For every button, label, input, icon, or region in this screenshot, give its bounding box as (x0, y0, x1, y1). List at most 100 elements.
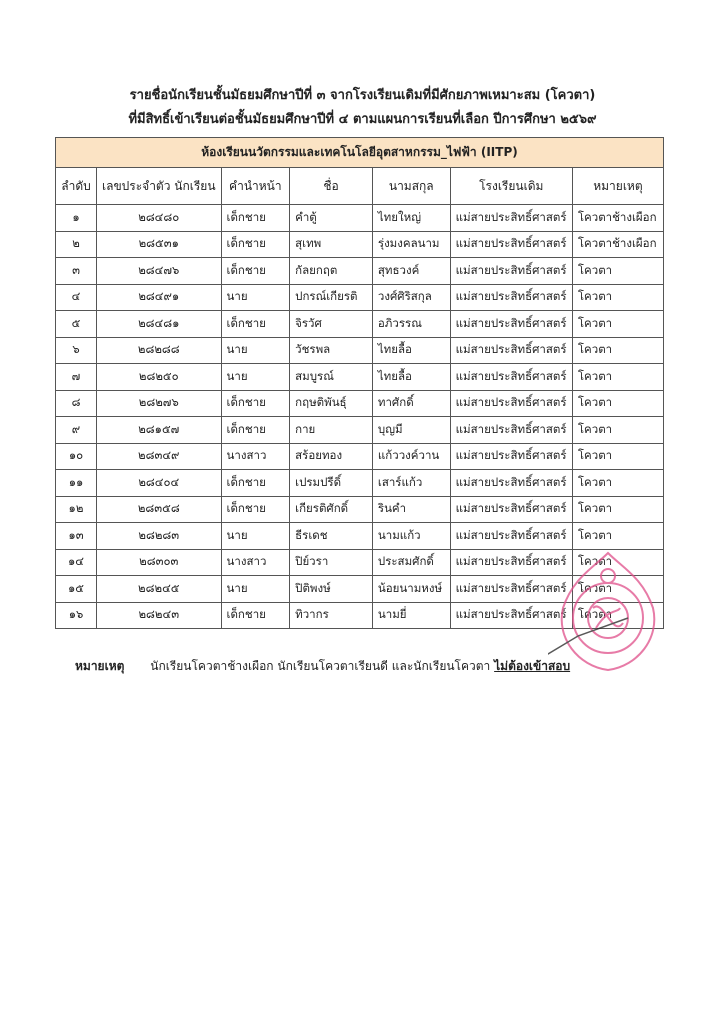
table-row: ๑๔ ๒๘๓๐๓ นางสาว ปิย์วรา ประสมศักดิ์ แม่สายประ… (55, 548, 665, 576)
previous-school: แม่สายประสิทธิ์ศาสตร์ (449, 389, 573, 417)
student-id: ๒๘๔๐๔ (96, 469, 222, 497)
table-row: ๑๖ ๒๘๒๔๓ เด็กชาย ทิวากร นามยี่ แม่สายประสิทธิ… (55, 601, 665, 629)
row-number: ๑๐ (55, 442, 97, 470)
table-row: ๑๑ ๒๘๔๐๔ เด็กชาย เปรมปรีดิ์ เสาร์แก้ว แม่สายป… (55, 469, 665, 497)
first-name: ปกรณ์เกียรติ (289, 283, 373, 311)
last-name: น้อยนามหงษ์ (371, 575, 451, 603)
previous-school: แม่สายประสิทธิ์ศาสตร์ (449, 310, 573, 338)
student-table: ห้องเรียนนวัตกรรมและเทคโนโลยีอุตสาหกรรม_… (55, 137, 665, 629)
remark: โควตา (571, 522, 665, 550)
previous-school: แม่สายประสิทธิ์ศาสตร์ (449, 495, 573, 523)
prefix: เด็กชาย (220, 416, 291, 444)
prefix: นาย (220, 336, 291, 364)
last-name: ไทยใหญ่ (371, 204, 451, 232)
row-number: ๑ (55, 204, 97, 232)
remark: โควตา (571, 310, 665, 338)
student-id: ๒๘๒๔๓ (96, 601, 222, 629)
student-id: ๒๘๒๔๕ (96, 575, 222, 603)
student-id: ๒๘๔๘๐ (96, 204, 222, 232)
last-name: แก้ววงค์วาน (371, 442, 451, 470)
last-name: ทาศักดิ์ (371, 389, 451, 417)
table-row: ๖๒๘๒๘๘ นาย วัชรพล ไทยลื้อ แม่สายประสิทธิ์ศาส… (55, 336, 665, 364)
previous-school: แม่สายประสิทธิ์ศาสตร์ (449, 204, 573, 232)
title-line-1: รายชื่อนักเรียนชั้นมัธยมศึกษาปีที่ ๓ จาก… (129, 88, 596, 103)
prefix: เด็กชาย (220, 204, 291, 232)
last-name: รินคำ (371, 495, 451, 523)
prefix: นาย (220, 283, 291, 311)
row-number: ๑๖ (55, 601, 97, 629)
first-name: ทิวากร (289, 601, 373, 629)
column-header: หมายเหตุ (571, 167, 665, 205)
last-name: ไทยลื้อ (371, 336, 451, 364)
prefix: เด็กชาย (220, 495, 291, 523)
student-id: ๒๘๒๗๖ (96, 389, 222, 417)
table-row: ๑๒๘๔๘๐ เด็กชาย คำตู้ ไทยใหญ่ แม่สายประสิทธิ์… (55, 204, 665, 232)
footnote-emphasis: ไม่ต้องเข้าสอบ (494, 659, 571, 673)
table-row: ๙๒๘๑๕๗ เด็กชาย กาย บุญมี แม่สายประสิทธิ์ศาสต… (55, 416, 665, 444)
previous-school: แม่สายประสิทธิ์ศาสตร์ (449, 257, 573, 285)
previous-school: แม่สายประสิทธิ์ศาสตร์ (449, 601, 573, 629)
previous-school: แม่สายประสิทธิ์ศาสตร์ (449, 230, 573, 258)
table-row: ๑๓ ๒๘๒๘๓ นาย ธีรเดช นามแก้ว แม่สายประสิทธิ์ศา… (55, 522, 665, 550)
title-line-2: ที่มีสิทธิ์เข้าเรียนต่อชั้นมัธยมศึกษาปีท… (128, 112, 597, 127)
first-name: เกียรติศักดิ์ (289, 495, 373, 523)
prefix: เด็กชาย (220, 310, 291, 338)
footnote: หมายเหตุ นักเรียนโควตาช้างเผือก นักเรียน… (75, 657, 570, 676)
first-name: สร้อยทอง (289, 442, 373, 470)
row-number: ๘ (55, 389, 97, 417)
row-number: ๑๑ (55, 469, 97, 497)
student-id: ๒๘๔๗๖ (96, 257, 222, 285)
student-id: ๒๘๕๓๑ (96, 230, 222, 258)
remark: โควตา (571, 336, 665, 364)
remark: โควตา (571, 495, 665, 523)
table-row: ๕๒๘๔๘๑ เด็กชาย จิรวัศ อภิวรรณ แม่สายประสิทธิ… (55, 310, 665, 338)
row-number: ๑๓ (55, 522, 97, 550)
table-row: ๘๒๘๒๗๖ เด็กชาย กฤษติพันธุ์ ทาศักดิ์ แม่สายปร… (55, 389, 665, 417)
last-name: บุญมี (371, 416, 451, 444)
table-row: ๓๒๘๔๗๖ เด็กชาย กัลยกฤต สุทธวงค์ แม่สายประสิท… (55, 257, 665, 285)
student-id: ๒๘๒๘๘ (96, 336, 222, 364)
table-row: ๔๒๘๔๙๑ นาย ปกรณ์เกียรติ วงศ์ศิริสกุล แม่สายป… (55, 283, 665, 311)
last-name: อภิวรรณ (371, 310, 451, 338)
column-header: เลขประจำตัว นักเรียน (96, 167, 222, 205)
first-name: คำตู้ (289, 204, 373, 232)
column-header: ลำดับ (55, 167, 97, 205)
remark: โควตา (571, 389, 665, 417)
prefix: เด็กชาย (220, 257, 291, 285)
previous-school: แม่สายประสิทธิ์ศาสตร์ (449, 522, 573, 550)
student-id: ๒๘๑๕๗ (96, 416, 222, 444)
prefix: นางสาว (220, 442, 291, 470)
previous-school: แม่สายประสิทธิ์ศาสตร์ (449, 336, 573, 364)
row-number: ๑๕ (55, 575, 97, 603)
row-number: ๖ (55, 336, 97, 364)
last-name: ประสมศักดิ์ (371, 548, 451, 576)
footnote-text: นักเรียนโควตาช้างเผือก นักเรียนโควตาเรีย… (150, 659, 491, 673)
table-row: ๒๒๘๕๓๑ เด็กชาย สุเทพ รุ่งมงคลนาม แม่สายประสิ… (55, 230, 665, 258)
column-header: คำนำหน้า (220, 167, 291, 205)
student-id: ๒๘๔๙๑ (96, 283, 222, 311)
last-name: นามแก้ว (371, 522, 451, 550)
row-number: ๓ (55, 257, 97, 285)
column-header: ชื่อ (289, 167, 373, 205)
remark: โควตาช้างเผือก (571, 204, 665, 232)
prefix: เด็กชาย (220, 230, 291, 258)
table-row: ๑๐ ๒๘๓๔๙ นางสาว สร้อยทอง แก้ววงค์วาน แม่สายปร… (55, 442, 665, 470)
last-name: เสาร์แก้ว (371, 469, 451, 497)
remark: โควตา (571, 416, 665, 444)
first-name: กัลยกฤต (289, 257, 373, 285)
prefix: นาย (220, 575, 291, 603)
prefix: นาย (220, 363, 291, 391)
row-number: ๗ (55, 363, 97, 391)
student-id: ๒๘๔๘๑ (96, 310, 222, 338)
student-id: ๒๘๒๘๓ (96, 522, 222, 550)
last-name: ไทยลื้อ (371, 363, 451, 391)
first-name: สมบูรณ์ (289, 363, 373, 391)
table-row: ๑๒ ๒๘๓๕๘ เด็กชาย เกียรติศักดิ์ รินคำ แม่สายปร… (55, 495, 665, 523)
first-name: วัชรพล (289, 336, 373, 364)
first-name: จิรวัศ (289, 310, 373, 338)
student-id: ๒๘๓๔๙ (96, 442, 222, 470)
prefix: เด็กชาย (220, 469, 291, 497)
column-header: นามสกุล (371, 167, 451, 205)
table-header-row: ลำดับ เลขประจำตัว นักเรียน คำนำหน้า ชื่อ นาม… (55, 167, 665, 205)
